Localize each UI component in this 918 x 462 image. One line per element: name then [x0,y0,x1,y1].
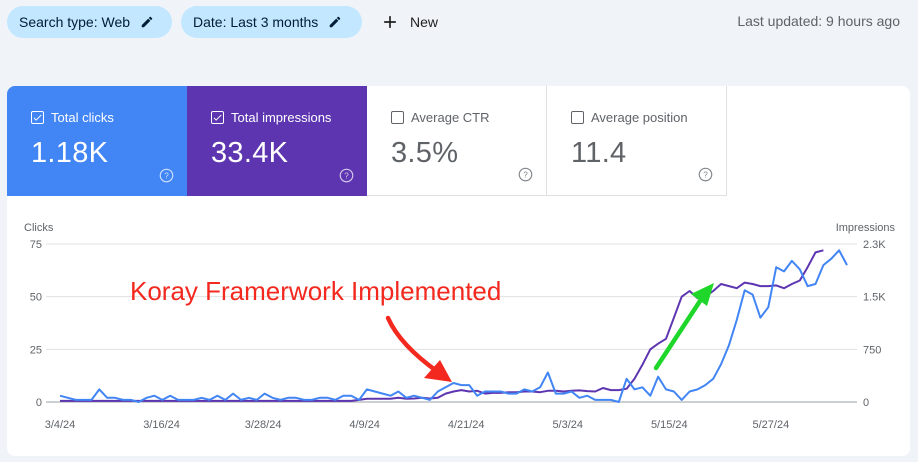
metric-label: Total clicks [51,110,114,125]
metric-label: Average position [591,110,688,125]
edit-pencil-icon [141,16,153,28]
checkbox-unchecked-icon[interactable] [571,111,584,124]
help-icon[interactable]: ? [339,168,354,183]
date-filter-label: Date: Last 3 months [193,14,319,30]
metric-value: 11.4 [571,137,627,169]
svg-text:?: ? [344,171,349,180]
left-axis-tick-label: 75 [30,239,42,251]
performance-panel: Total clicks 1.18K ? Total impressions 3… [7,86,910,456]
date-filter-chip[interactable]: Date: Last 3 months [181,6,362,38]
help-icon[interactable]: ? [159,168,174,183]
annotation-arrow-down-head [424,360,452,382]
plus-icon [384,16,396,28]
metric-value: 1.18K [31,137,109,169]
checkbox-unchecked-icon[interactable] [391,111,404,124]
annotation-arrow-up [653,295,705,371]
average-ctr-card[interactable]: Average CTR 3.5% ? [367,86,547,196]
right-axis-title: Impressions [836,222,896,234]
left-axis-tick-label: 25 [30,344,42,356]
x-axis-tick-label: 3/28/24 [245,419,282,431]
right-axis-tick-label: 2.3K [863,239,886,251]
metric-value: 3.5% [391,137,459,169]
checkbox-checked-icon[interactable] [211,111,224,124]
annotation-arrow-down [385,315,441,375]
metric-label: Total impressions [231,110,332,125]
new-filter-button[interactable]: New [376,6,438,38]
x-axis-tick-label: 3/4/24 [45,419,76,431]
search-type-filter-label: Search type: Web [19,14,131,30]
right-axis-tick-label: 750 [863,344,881,356]
search-type-filter-chip[interactable]: Search type: Web [7,6,172,38]
left-axis-tick-label: 50 [30,292,42,304]
right-axis-tick-label: 0 [863,397,869,409]
svg-text:?: ? [164,171,169,180]
right-axis-tick-label: 1.5K [863,292,886,304]
help-icon[interactable]: ? [698,167,713,182]
metric-label: Average CTR [411,110,490,125]
metric-value: 33.4K [211,137,289,169]
svg-text:?: ? [523,170,528,179]
x-axis-tick-label: 5/3/24 [552,419,583,431]
clicks-line [59,249,848,403]
average-position-card[interactable]: Average position 11.4 ? [547,86,727,196]
last-updated-text: Last updated: 9 hours ago [737,13,900,29]
left-axis-tick-label: 0 [36,397,42,409]
annotation-title: Koray Framerwork Implemented [130,276,501,306]
x-axis-tick-label: 4/21/24 [448,419,485,431]
checkbox-checked-icon[interactable] [31,111,44,124]
total-clicks-card[interactable]: Total clicks 1.18K ? [7,86,187,196]
x-axis-tick-label: 5/27/24 [752,419,789,431]
new-filter-label: New [410,14,439,30]
x-axis-tick-label: 5/15/24 [651,419,688,431]
svg-text:?: ? [703,170,708,179]
annotation-arrow-up-head [691,283,714,306]
left-axis-title: Clicks [24,222,54,234]
help-icon[interactable]: ? [518,167,533,182]
x-axis-tick-label: 3/16/24 [143,419,180,431]
x-axis-tick-label: 4/9/24 [349,419,380,431]
edit-pencil-icon [330,16,341,28]
total-impressions-card[interactable]: Total impressions 33.4K ? [187,86,367,196]
